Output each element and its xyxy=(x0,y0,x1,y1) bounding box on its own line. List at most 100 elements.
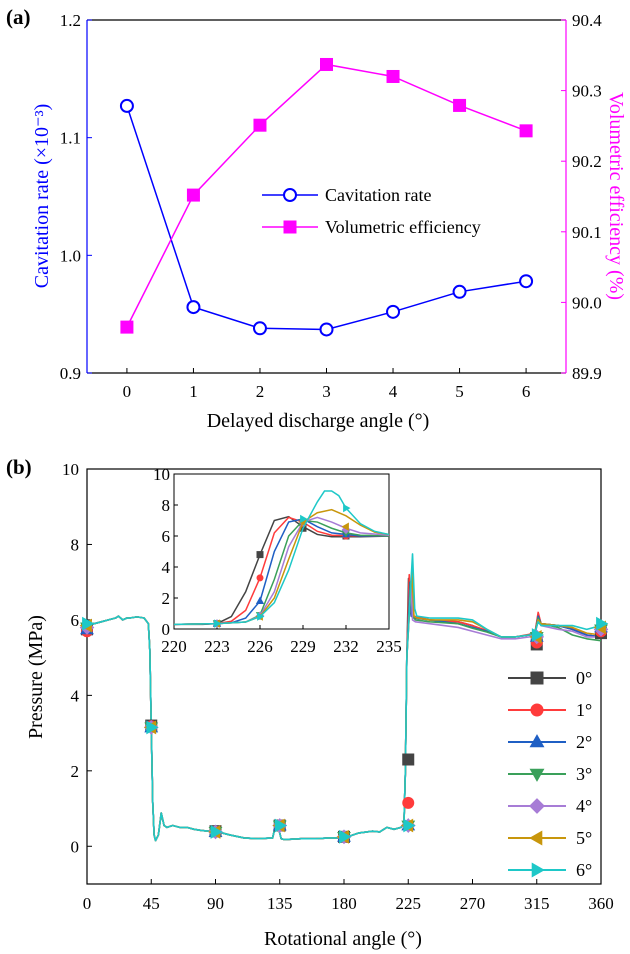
panel-a-x-tick-label: 0 xyxy=(123,382,132,401)
panel-a-left-tick-label: 0.9 xyxy=(60,364,81,383)
panel-b-series-6-point xyxy=(146,720,159,735)
inset-series-0-point xyxy=(256,551,264,559)
panel-b-x-tick-label: 0 xyxy=(83,894,92,913)
panel-a-right-tick-label: 90.3 xyxy=(572,82,602,101)
inset-y-tick-label: 6 xyxy=(162,527,171,546)
inset-y-tick-label: 8 xyxy=(162,496,171,515)
inset-y-tick-label: 2 xyxy=(162,589,171,608)
panel-b-chart: (b) Rotational angle (°) Pressure (MPa) … xyxy=(6,455,614,950)
panel-b-legend-label: 6° xyxy=(576,860,592,880)
panel-a-volumetric-efficiency-point xyxy=(453,98,467,112)
panel-b-series-6-point xyxy=(339,829,352,844)
panel-a-x-axis-title: Delayed discharge angle (°) xyxy=(207,410,430,432)
panel-b-series-6-point xyxy=(82,616,95,631)
inset-x-tick-label: 220 xyxy=(161,637,187,656)
inset-series-2-point xyxy=(255,596,265,604)
panel-a-volumetric-efficiency-point xyxy=(253,118,267,132)
panel-a-left-axis-title: Cavitation rate (×10⁻³) xyxy=(31,104,53,288)
panel-b-legend: 0° 1° 2° 3° 4° 5° 6° xyxy=(508,668,592,880)
panel-b-x-tick-label: 180 xyxy=(331,894,357,913)
panel-a-cavitation-rate-point xyxy=(452,284,467,299)
panel-a-legend-label-cavitation-rate: Cavitation rate xyxy=(325,185,431,205)
panel-a-cavitation-rate-point xyxy=(119,98,134,113)
panel-b-series-6-point xyxy=(210,825,223,839)
panel-a-left-tick-label: 1.1 xyxy=(60,129,81,148)
panel-b-legend-marker xyxy=(529,798,545,814)
panel-b-x-tick-label: 360 xyxy=(588,894,614,913)
panel-b-legend-label: 0° xyxy=(576,668,592,688)
panel-a-legend: Cavitation rate Volumetric efficiency xyxy=(262,185,481,237)
panel-a-x-tick-label: 4 xyxy=(389,382,398,401)
panel-b-legend-marker xyxy=(530,703,544,717)
panel-b-legend-marker xyxy=(529,734,545,748)
panel-a-left-tick-label: 1.2 xyxy=(60,11,81,30)
panel-b-label: (b) xyxy=(6,455,32,479)
inset-x-tick-label: 226 xyxy=(247,637,273,656)
panel-a-right-tick-label: 89.9 xyxy=(572,364,602,383)
panel-b-legend-label: 4° xyxy=(576,796,592,816)
panel-b-legend-label: 5° xyxy=(576,828,592,848)
inset-series-1-line xyxy=(173,516,389,626)
panel-b-y-tick-label: 0 xyxy=(71,837,80,856)
inset-series-6-point xyxy=(343,503,351,513)
panel-a-volumetric-efficiency-point xyxy=(386,69,400,83)
panel-b-series-6-point xyxy=(531,628,545,642)
panel-a-x-tick-label: 2 xyxy=(256,382,265,401)
panel-b-series-6-point xyxy=(403,818,416,833)
panel-a-right-axis-title: Volumetric efficiency (%) xyxy=(605,92,627,300)
panel-a-right-tick-label: 90.4 xyxy=(572,11,602,30)
panel-b-legend-marker xyxy=(530,671,544,685)
panel-b-series-1-point xyxy=(402,796,415,809)
inset-y-tick-label: 0 xyxy=(162,620,171,639)
panel-a-volumetric-efficiency-point xyxy=(120,320,134,334)
inset-y-tick-label: 10 xyxy=(153,465,170,484)
panel-b-x-tick-label: 270 xyxy=(460,894,486,913)
panel-b-legend-label: 2° xyxy=(576,732,592,752)
inset-x-tick-label: 235 xyxy=(376,637,402,656)
panel-a-x-tick-label: 6 xyxy=(522,382,531,401)
panel-b-x-tick-label: 225 xyxy=(396,894,422,913)
panel-a-left-tick-label: 1.0 xyxy=(60,246,81,265)
panel-b-x-tick-label: 45 xyxy=(143,894,160,913)
panel-b-y-tick-label: 10 xyxy=(62,460,79,479)
panel-b-legend-label: 3° xyxy=(576,764,592,784)
panel-b-x-tick-label: 315 xyxy=(524,894,550,913)
panel-a-right-tick-label: 90.1 xyxy=(572,223,602,242)
panel-b-series-0-point xyxy=(402,753,415,766)
panel-a-volumetric-efficiency-point xyxy=(320,57,333,71)
inset-x-tick-label: 229 xyxy=(290,637,316,656)
inset-frame xyxy=(173,473,390,630)
inset-series-6-point xyxy=(300,514,308,524)
panel-b-y-tick-label: 4 xyxy=(71,686,80,705)
panel-a-volumetric-efficiency-point xyxy=(519,124,533,138)
inset-x-tick-label: 232 xyxy=(333,637,359,656)
panel-b-legend-marker xyxy=(529,830,543,846)
panel-a-legend-label-volumetric-efficiency: Volumetric efficiency xyxy=(325,217,481,237)
panel-b-x-axis-title: Rotational angle (°) xyxy=(264,928,422,950)
panel-a-cavitation-rate-point xyxy=(319,322,334,337)
panel-a-x-tick-label: 5 xyxy=(455,382,464,401)
panel-a-right-tick-label: 90.2 xyxy=(572,152,602,171)
panel-b-x-tick-label: 90 xyxy=(207,894,224,913)
panel-a-cavitation-rate-point xyxy=(386,304,401,319)
panel-a-x-tick-label: 3 xyxy=(322,382,331,401)
inset-series-5-point xyxy=(341,522,349,531)
panel-b-y-tick-label: 8 xyxy=(71,535,80,554)
panel-a-volumetric-efficiency-point xyxy=(186,188,200,202)
panel-b-y-axis-title: Pressure (MPa) xyxy=(25,615,47,739)
panel-b-y-tick-label: 2 xyxy=(71,762,80,781)
panel-b-y-tick-label: 6 xyxy=(71,611,80,630)
inset-series-6-point xyxy=(257,612,265,621)
panel-a-cavitation-rate-point xyxy=(186,300,201,315)
panel-a-chart: (a) Delayed discharge angle (°) Cavitati… xyxy=(6,5,627,432)
panel-a-x-tick-label: 1 xyxy=(189,382,198,401)
panel-a-legend-marker-cavitation-rate xyxy=(283,188,297,202)
panel-a-legend-marker-volumetric-efficiency xyxy=(283,220,297,234)
panel-a-cavitation-rate-point xyxy=(519,274,534,289)
panel-b-legend-label: 1° xyxy=(576,700,592,720)
panel-b-x-tick-label: 135 xyxy=(267,894,293,913)
panel-b-series-6-point xyxy=(596,616,609,631)
panel-b-series-6-point xyxy=(274,818,288,833)
panel-a-label: (a) xyxy=(6,5,31,29)
